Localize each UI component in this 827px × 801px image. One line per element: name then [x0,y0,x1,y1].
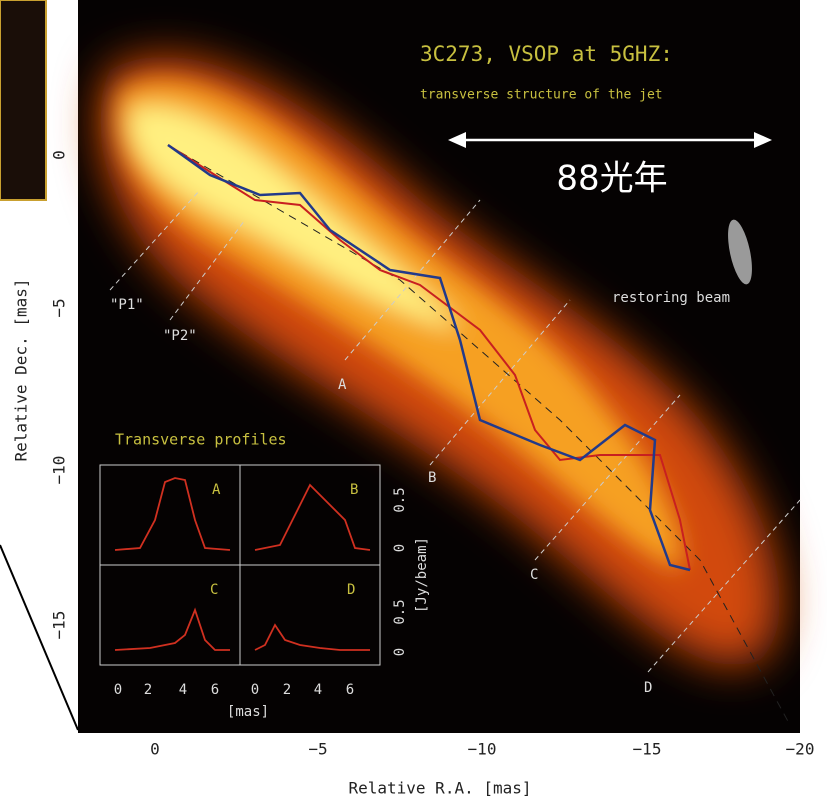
inset-x-tick: 4 [179,682,187,698]
beam-ellipse [728,219,752,285]
title: 3C273, VSOP at 5GHZ: [420,42,673,66]
inset-y-label: [Jy/beam] [414,537,430,613]
inset-x-label: [mas] [227,704,269,720]
inset-y-tick: 0 [392,544,408,552]
ridge-line-blue [167,143,691,572]
cut-label: B [428,470,436,486]
inset-x-tick: 2 [283,682,291,698]
panel-label: C [210,582,218,598]
inset-x-tick: 0 [251,682,259,698]
panel-label: D [347,582,355,598]
x-tick-label: −10 [468,740,497,759]
beam-label: restoring beam [612,290,730,306]
ridge-line-red [167,144,691,571]
panel-label: A [212,482,221,498]
path-label: "P1" [110,297,144,313]
inset-x-tick: 0 [114,682,122,698]
inset-y-tick: 0.5 [392,487,408,512]
x-tick-label: −5 [308,740,327,759]
inset-y-tick: 0 [392,648,408,656]
x-tick-label: −20 [786,740,815,759]
y-tick-label: −15 [50,611,69,640]
inset-profiles [114,477,371,651]
cut-lines [109,144,801,726]
y-tick-label: −5 [50,298,69,317]
panel-label: B [350,482,358,498]
cut-label: D [644,680,652,696]
cut-label: A [338,377,347,393]
inset-x-tick: 4 [314,682,322,698]
zoom-line [0,544,79,731]
inset-x-tick: 6 [346,682,354,698]
subtitle: transverse structure of the jet [420,88,663,103]
inset-frames [99,464,381,666]
inset-fragment [0,0,47,201]
x-tick-label: −15 [633,740,662,759]
x-tick-label: 0 [150,740,160,759]
inset-y-tick: 0.5 [392,599,408,624]
scale-label: 88光年 [556,159,667,199]
inset-x-tick: 2 [144,682,152,698]
inset-title: Transverse profiles [115,431,287,449]
path-label: "P2" [163,328,197,344]
inset-x-tick: 6 [211,682,219,698]
y-axis-label: Relative Dec. [mas] [12,278,31,461]
scale-arrow [448,132,772,148]
inset-x-ticks: 0 2 4 6 0 2 4 6 [114,682,354,698]
x-axis-label: Relative R.A. [mas] [348,779,531,798]
y-tick-label: 0 [50,150,69,160]
y-tick-label: −10 [50,456,69,485]
cut-label: C [530,567,538,583]
